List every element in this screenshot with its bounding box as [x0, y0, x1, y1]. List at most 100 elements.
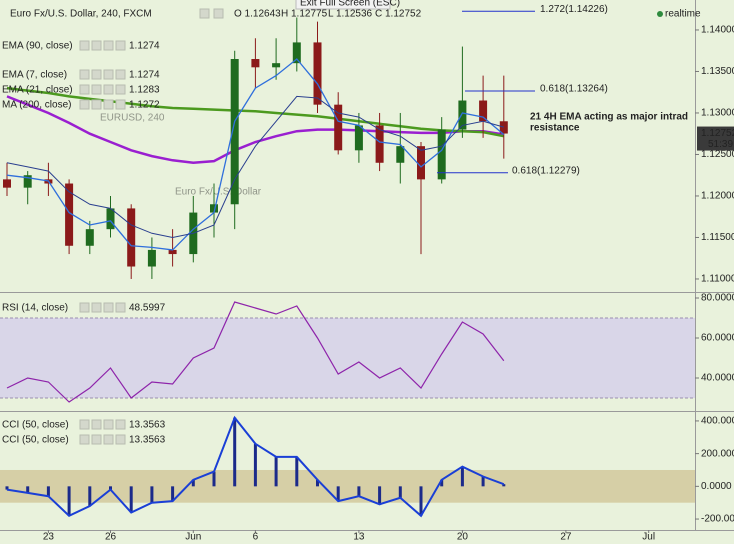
- candle-body: [292, 42, 301, 64]
- indicator-line: [6, 86, 505, 138]
- legend-name: EMA (7, close): [2, 70, 67, 81]
- indicator-line: [6, 58, 505, 251]
- y-tick-label: 1.11000: [701, 274, 734, 285]
- candle-body: [499, 121, 508, 134]
- legend-icon: [103, 69, 114, 80]
- legend-icon: [91, 434, 102, 445]
- legend-name: CCI (50, close): [2, 420, 69, 431]
- cci-bar: [26, 486, 30, 493]
- legend-name: EMA (90, close): [2, 41, 73, 52]
- cci-bar: [67, 486, 71, 516]
- candle-body: [417, 146, 425, 180]
- cci-bar: [378, 486, 382, 505]
- y-tick-label: 1.12000: [701, 191, 734, 202]
- legend-icon: [103, 84, 114, 95]
- fib-label: 0.618(1.12279): [512, 165, 580, 176]
- legend-icon: [91, 99, 102, 110]
- cci-bar: [109, 486, 112, 490]
- cci-bar: [171, 486, 175, 502]
- candle-body: [3, 179, 11, 188]
- legend-icon: [103, 99, 114, 110]
- legend-icon: [115, 419, 126, 430]
- countdown: 51:39: [708, 139, 733, 150]
- legend-icon: [91, 419, 102, 430]
- candle-body: [230, 59, 239, 205]
- legend-icon: [115, 69, 126, 80]
- y-tick-label: 1.13500: [701, 66, 734, 77]
- cci-bar: [150, 486, 154, 503]
- legend-icon: [79, 40, 90, 51]
- candle-body: [251, 59, 260, 68]
- legend-value: 48.5997: [129, 303, 166, 314]
- y-tick-label: 1.12500: [701, 149, 734, 160]
- x-tick-label: 6: [253, 532, 259, 543]
- y-tick-label: -200.0000: [701, 514, 734, 525]
- cci-bar: [46, 486, 50, 497]
- y-tick-label: 1.13000: [701, 108, 734, 119]
- legend-name: RSI (14, close): [2, 303, 68, 314]
- legend-icon: [103, 419, 114, 430]
- rsi-line: [6, 301, 505, 403]
- cci-bar: [191, 479, 195, 487]
- cci-bar: [419, 486, 423, 516]
- x-tick-label: 23: [43, 532, 55, 543]
- candle-body: [65, 183, 74, 246]
- fib-label: 0.618(1.13264): [540, 84, 608, 95]
- status: realtime: [665, 9, 701, 20]
- legend-icon: [79, 434, 90, 445]
- y-tick-label: 40.0000: [701, 373, 734, 384]
- cci-bar: [357, 486, 361, 497]
- x-tick-label: 13: [353, 532, 365, 543]
- x-tick-label: Jun: [185, 532, 201, 543]
- ohlc-value: L 1.12536: [328, 9, 373, 20]
- candle-body: [85, 229, 94, 246]
- fib-label: 1.272(1.14226): [540, 4, 608, 15]
- legend-icon: [115, 84, 126, 95]
- price-tag: [697, 126, 734, 151]
- x-tick-label: 27: [560, 532, 572, 543]
- ohlc-value: O 1.12643: [234, 9, 281, 20]
- cci-bar: [398, 486, 402, 498]
- annotation: 21 4H EMA acting as major intrad: [530, 112, 688, 123]
- legend-icon: [115, 99, 126, 110]
- cci-bar: [129, 486, 133, 513]
- legend-icon: [79, 302, 90, 313]
- candle-body: [106, 208, 115, 230]
- candle-body: [458, 100, 467, 130]
- status-dot: [657, 11, 663, 17]
- y-tick-label: 400.0000: [701, 416, 734, 427]
- legend-icon: [79, 99, 90, 110]
- last-price: 1.12752: [701, 128, 734, 139]
- legend-icon: [115, 40, 126, 51]
- cci-bar: [460, 466, 464, 487]
- annotation: resistance: [530, 123, 580, 134]
- legend-value: 1.1283: [129, 85, 160, 96]
- cci-bar: [295, 456, 299, 487]
- legend-value: 1.1272: [129, 100, 160, 111]
- candle-body: [437, 129, 446, 180]
- cci-bar: [336, 486, 340, 502]
- cci-bar: [88, 486, 92, 506]
- y-tick-label: 80.0000: [701, 293, 734, 304]
- candle-body: [354, 125, 363, 151]
- cci-bar: [233, 417, 237, 487]
- legend-icon: [79, 69, 90, 80]
- legend-icon: [91, 302, 102, 313]
- cci-bar: [316, 479, 319, 487]
- legend-value: 13.3563: [129, 420, 166, 431]
- cci-bar: [440, 479, 444, 487]
- legend-value: 1.1274: [129, 70, 160, 81]
- legend-icon: [79, 419, 90, 430]
- cci-bar: [502, 484, 506, 487]
- indicator-line: [6, 95, 504, 239]
- legend-name: EMA (21, close): [2, 85, 73, 96]
- x-tick-label: Jul: [642, 532, 655, 543]
- legend-value: 1.1274: [129, 41, 160, 52]
- candle-body: [210, 204, 218, 213]
- candle-body: [168, 249, 177, 255]
- cci-bar: [5, 486, 9, 490]
- cci-bar: [253, 443, 257, 487]
- legend-icon: [103, 40, 114, 51]
